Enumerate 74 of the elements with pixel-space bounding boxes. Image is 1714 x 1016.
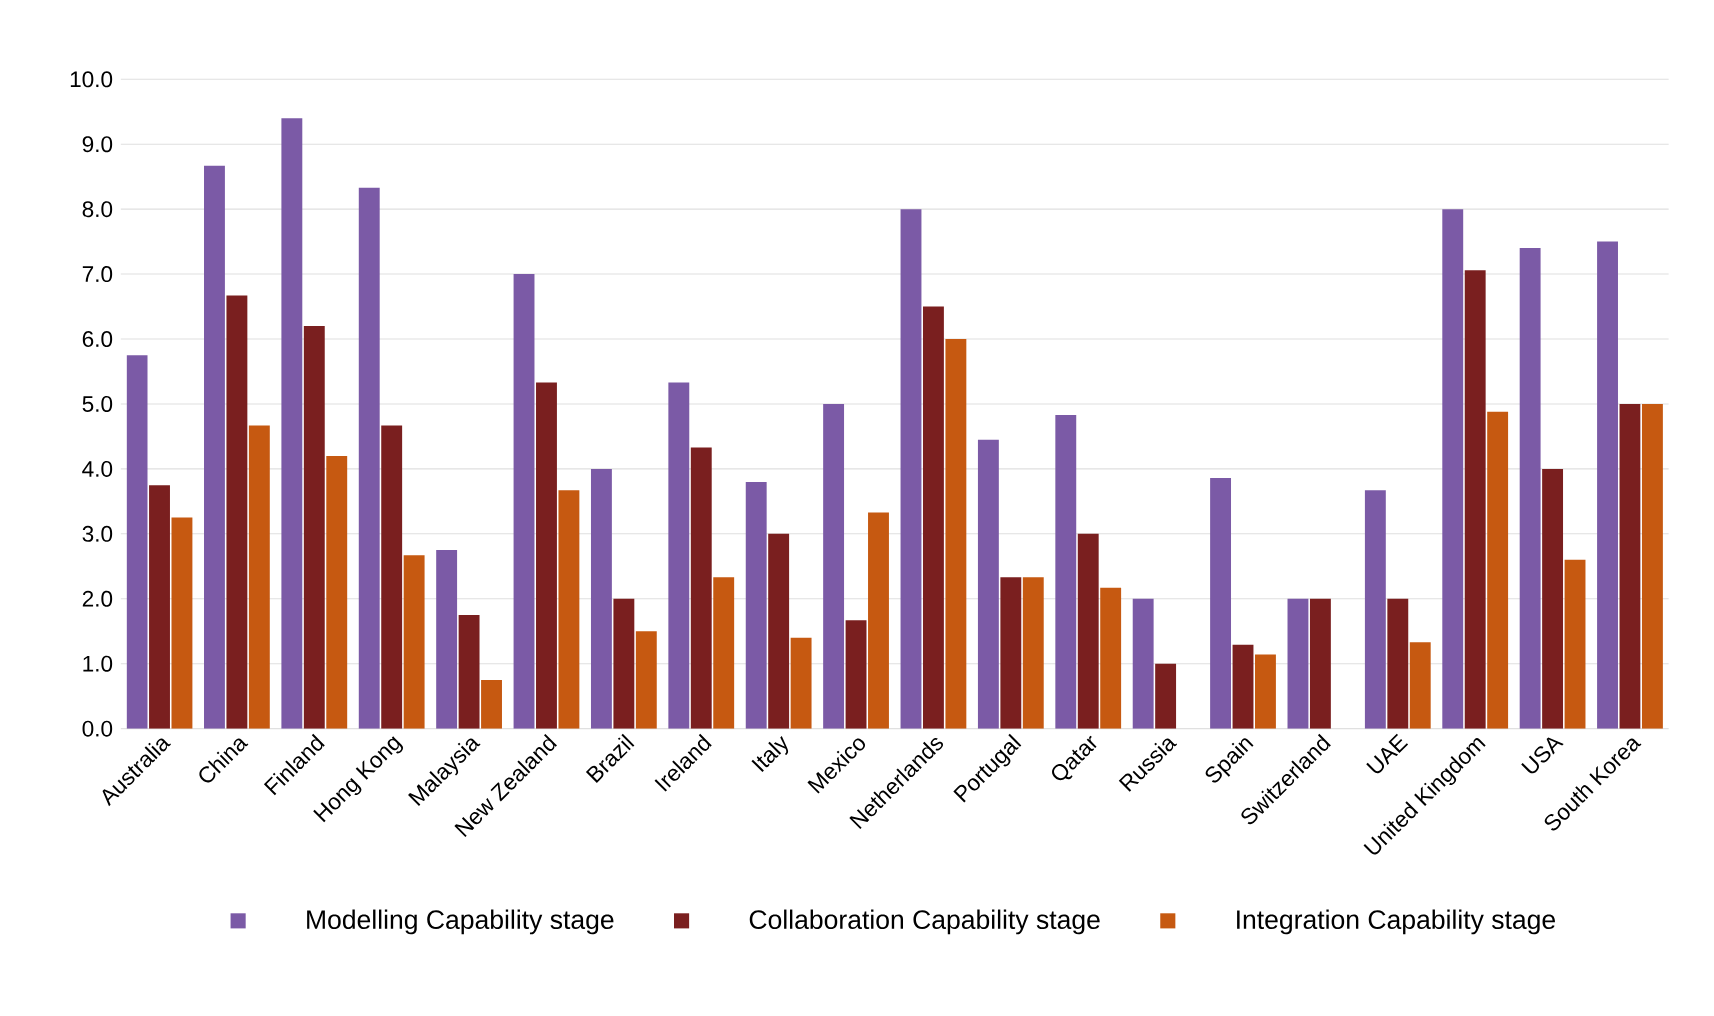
bar — [1155, 663, 1177, 729]
y-tick-label: 8.0 — [82, 201, 113, 218]
legend-label: Collaboration Capability stage — [749, 909, 1100, 935]
bar — [248, 425, 270, 729]
bar — [823, 404, 845, 729]
y-tick-label: 5.0 — [82, 396, 113, 413]
bar — [381, 425, 403, 729]
y-tick-label: 1.0 — [83, 655, 113, 672]
bar — [403, 555, 425, 729]
bar — [690, 447, 712, 729]
bar — [977, 439, 999, 729]
bar — [1100, 587, 1122, 729]
y-tick-label: 7.0 — [82, 266, 113, 283]
x-tick-label: Italy — [751, 736, 789, 773]
bar — [635, 631, 657, 729]
bar — [458, 615, 480, 729]
legend-label: Modelling Capability stage — [307, 909, 614, 935]
bar — [922, 306, 944, 729]
bar — [436, 550, 458, 729]
bar — [1564, 560, 1586, 729]
x-tick-label: USA — [1521, 737, 1564, 774]
bar — [1000, 577, 1022, 729]
bar — [668, 382, 690, 729]
bar — [226, 295, 248, 729]
bar — [149, 485, 170, 729]
bar — [1287, 598, 1309, 729]
bar — [868, 512, 889, 729]
bar — [768, 534, 790, 729]
y-tick-label: 6.0 — [82, 331, 113, 348]
bar — [303, 326, 325, 729]
y-tick-label: 0.0 — [82, 720, 113, 737]
bar — [204, 165, 225, 729]
bar — [281, 118, 303, 729]
bar — [1210, 478, 1232, 729]
bar — [481, 680, 502, 729]
bar — [1442, 209, 1464, 729]
bar — [1022, 577, 1044, 729]
bar — [790, 637, 812, 729]
bar — [1232, 645, 1254, 729]
bar — [1542, 469, 1564, 729]
bar — [1077, 534, 1099, 729]
bar — [1619, 404, 1641, 729]
bar — [1641, 404, 1663, 729]
bar — [945, 339, 967, 729]
bar — [1387, 598, 1409, 729]
y-tick-label: 4.0 — [82, 461, 113, 478]
bar — [1132, 598, 1154, 729]
bar — [1255, 654, 1276, 729]
bar — [558, 490, 580, 729]
bar — [536, 382, 557, 729]
y-tick-label: 9.0 — [82, 136, 113, 153]
bar — [713, 577, 735, 729]
bar — [590, 469, 612, 729]
bar — [1487, 411, 1509, 729]
bar — [1519, 248, 1541, 729]
bar — [1309, 598, 1331, 729]
bar — [745, 482, 767, 729]
y-tick-label: 2.0 — [82, 591, 113, 607]
bar — [126, 355, 148, 729]
bar — [1055, 415, 1077, 729]
bar — [1364, 490, 1386, 729]
y-tick-label: 3.0 — [82, 526, 113, 543]
bar — [1409, 642, 1431, 729]
y-tick-label: 10.0 — [70, 71, 113, 88]
bar — [613, 598, 635, 729]
bar — [513, 274, 535, 729]
legend-label: Integration Capability stage — [1237, 909, 1555, 935]
bar — [326, 456, 348, 729]
bar — [1597, 241, 1618, 729]
bar — [1464, 270, 1486, 729]
bar — [171, 517, 193, 729]
bar — [845, 620, 867, 729]
bar — [358, 187, 380, 729]
bar — [900, 209, 922, 729]
